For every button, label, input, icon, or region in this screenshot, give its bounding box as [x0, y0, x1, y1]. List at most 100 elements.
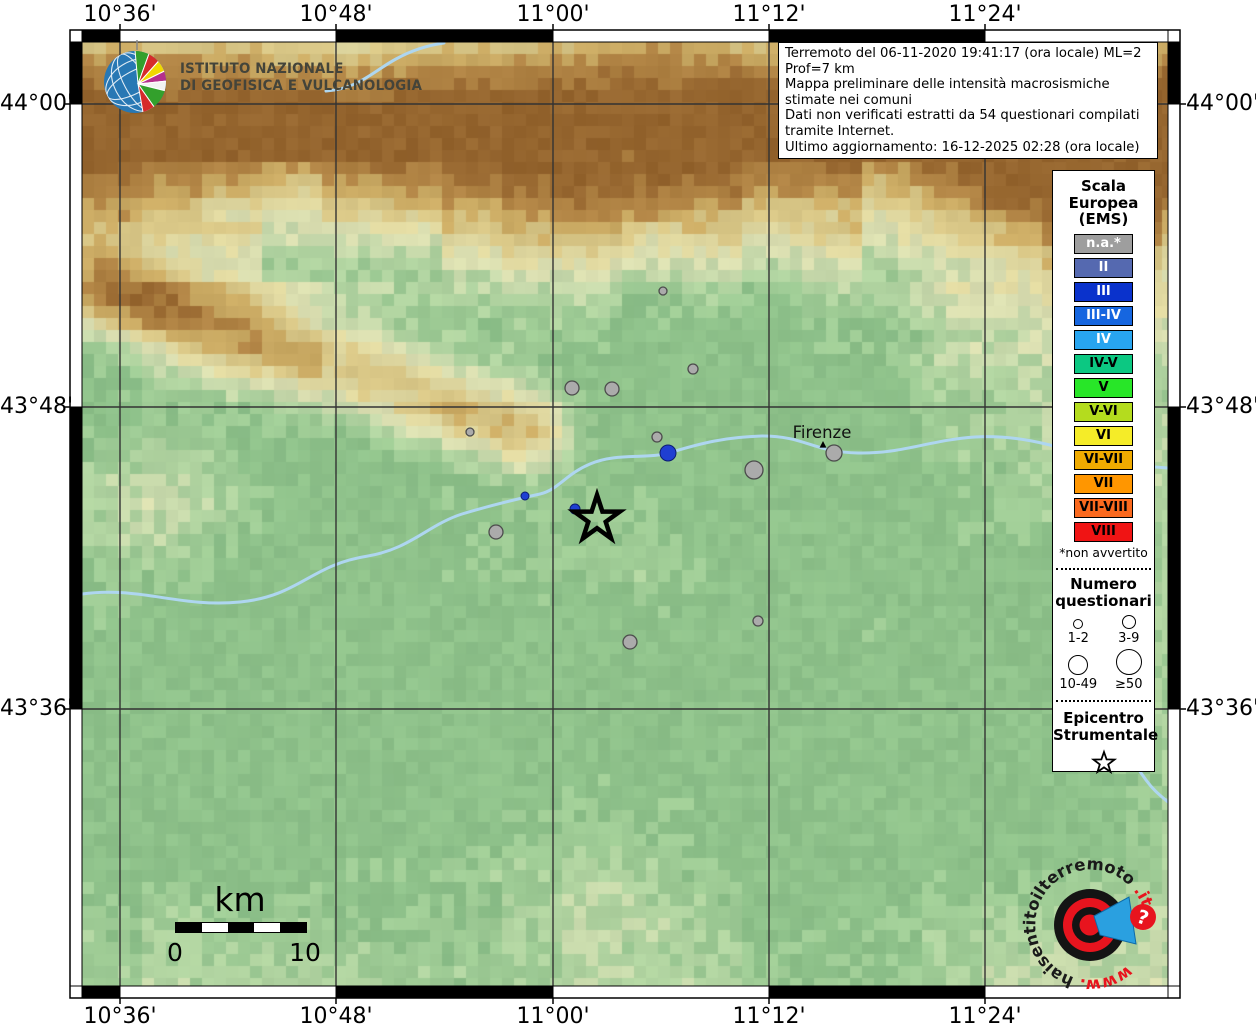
legend-title-line3: (EMS)	[1078, 210, 1129, 228]
questionnaire-title-line1: Numero	[1070, 574, 1137, 593]
intensity-point-na	[744, 460, 764, 480]
questionnaire-size-item: ≥50	[1104, 648, 1155, 692]
questionnaire-size-circle-icon	[1073, 618, 1084, 629]
intensity-point-na	[604, 381, 620, 397]
intensity-point-na	[658, 286, 668, 296]
frame-band-right	[1167, 41, 1181, 105]
intensity-point-na	[488, 524, 504, 540]
epicenter-legend-title: Epicentro Strumentale	[1053, 709, 1159, 744]
questionnaire-size-label: 10-49	[1059, 676, 1098, 692]
scale-bar-segment	[254, 923, 280, 932]
lon-label-bottom: 10°48'	[299, 1004, 373, 1029]
frame-band-bottom	[768, 985, 986, 999]
questionnaire-title-line2: questionari	[1055, 591, 1152, 610]
intensity-point-na	[651, 431, 663, 443]
intensity-point-na	[622, 634, 638, 650]
haisentitoilterremoto-logo: ? www. haisentitoilterremoto .it	[1020, 854, 1157, 995]
ems-class-4: III-IV	[1074, 305, 1133, 326]
ingv-logo: ISTITUTO NAZIONALE DI GEOFISICA E VULCAN…	[98, 40, 443, 116]
ingv-name-line1: ISTITUTO NAZIONALE	[180, 60, 344, 77]
epicenter-title-line2: Strumentale	[1053, 725, 1159, 744]
intensity-point-na	[687, 363, 699, 375]
scale-bar-segment	[280, 923, 306, 932]
epicenter-star-icon	[1090, 748, 1117, 774]
ems-class-1: n.a.*	[1074, 233, 1133, 254]
questionnaire-size-label: 1-2	[1067, 630, 1089, 646]
frame-corner	[1167, 985, 1181, 999]
logo-url-it: .it	[1130, 882, 1157, 910]
lon-label-top: 11°12'	[732, 2, 806, 27]
frame-band-bottom	[81, 985, 121, 999]
legend-title-line2: Europea	[1068, 193, 1139, 212]
intensity-point-felt	[659, 444, 677, 462]
questionnaire-size-item: 3-9	[1104, 614, 1155, 646]
intensity-point-na	[564, 380, 580, 396]
lat-label-left: 43°48'	[0, 394, 74, 419]
frame-band-left	[69, 708, 83, 987]
epicenter-star	[567, 487, 627, 545]
scale-bar-segment	[202, 923, 228, 932]
questionnaire-size-circle-icon	[1121, 614, 1136, 629]
intensity-point-felt	[520, 491, 530, 501]
logo-url-www: www.	[1078, 962, 1136, 995]
info-update-line: Ultimo aggiornamento: 16-12-2025 02:28 (…	[785, 139, 1140, 155]
ems-class-10: VI-VII	[1074, 449, 1133, 470]
ingv-name-line2: DI GEOFISICA E VULCANOLOGIA	[180, 78, 423, 94]
ingv-globe-icon	[104, 40, 166, 113]
questionnaire-size-label: 3-9	[1118, 630, 1140, 646]
scale-bar-unit: km	[214, 880, 266, 919]
frame-band-right	[1167, 103, 1181, 408]
info-map-type-line: Mappa preliminare delle intensità macros…	[785, 77, 1110, 108]
questionnaire-size-label: ≥50	[1115, 676, 1143, 692]
scale-bar-end-label: 10	[289, 938, 321, 967]
scale-bar-segment	[176, 923, 202, 932]
river-arno	[80, 434, 1170, 605]
legend-panel: Scala Europea (EMS) n.a.* II III III-IV IV IV…	[1052, 170, 1159, 774]
ems-class-13: VIII	[1074, 521, 1133, 542]
frame-band-top	[552, 29, 770, 43]
frame-band-top	[768, 29, 986, 43]
lon-label-bottom: 11°12'	[732, 1004, 806, 1029]
info-event-line: Terremoto del 06-11-2020 19:41:17 (ora l…	[785, 46, 1142, 77]
city-marker-firenze	[819, 441, 827, 448]
intensity-point-na	[465, 427, 475, 437]
lat-label-left: 44°00'	[0, 91, 74, 116]
questionnaire-size-circle-icon	[1068, 654, 1089, 675]
intensity-point-na	[825, 444, 843, 462]
ems-class-7: V	[1074, 377, 1133, 398]
lat-label-right: 44°00'	[1186, 91, 1256, 116]
frame-band-right	[1167, 708, 1181, 987]
lon-label-top: 10°48'	[299, 2, 373, 27]
river-north	[324, 41, 446, 93]
lat-label-right: 43°48'	[1186, 394, 1256, 419]
scale-bar	[175, 922, 307, 933]
lon-label-top: 10°36'	[83, 2, 157, 27]
ems-class-6: IV-V	[1074, 353, 1133, 374]
earthquake-info-box: Terremoto del 06-11-2020 19:41:17 (ora l…	[778, 42, 1158, 160]
map-frame-outer	[69, 29, 1181, 999]
questionnaire-size-item: 1-2	[1053, 615, 1104, 646]
city-label-firenze: Firenze	[792, 423, 852, 442]
frame-band-bottom	[119, 985, 337, 999]
ems-class-5: IV	[1074, 329, 1133, 350]
legend-title: Scala Europea (EMS)	[1053, 178, 1154, 228]
lon-label-top: 11°00'	[516, 2, 590, 27]
ems-class-12: VII-VIII	[1074, 497, 1133, 518]
ingv-logo-text: ISTITUTO NAZIONALE DI GEOFISICA E VULCAN…	[180, 61, 422, 96]
terrain-map-image	[82, 42, 1168, 986]
lat-label-right: 43°36'	[1186, 696, 1256, 721]
map-frame-inner	[81, 41, 1169, 987]
lat-label-left: 43°36'	[0, 696, 74, 721]
lon-label-top: 11°24'	[948, 2, 1022, 27]
ems-class-3: III	[1074, 281, 1133, 302]
legend-separator-1	[1056, 567, 1151, 570]
frame-band-right	[1167, 406, 1181, 710]
scale-bar-start-label: 0	[167, 938, 183, 967]
frame-band-left	[69, 406, 83, 710]
frame-band-top	[984, 29, 1169, 43]
legend-footnote: *non avvertito	[1059, 545, 1148, 560]
logo-question-badge	[1130, 904, 1156, 930]
intensity-point-na	[752, 615, 764, 627]
legend-title-line1: Scala	[1080, 177, 1127, 195]
